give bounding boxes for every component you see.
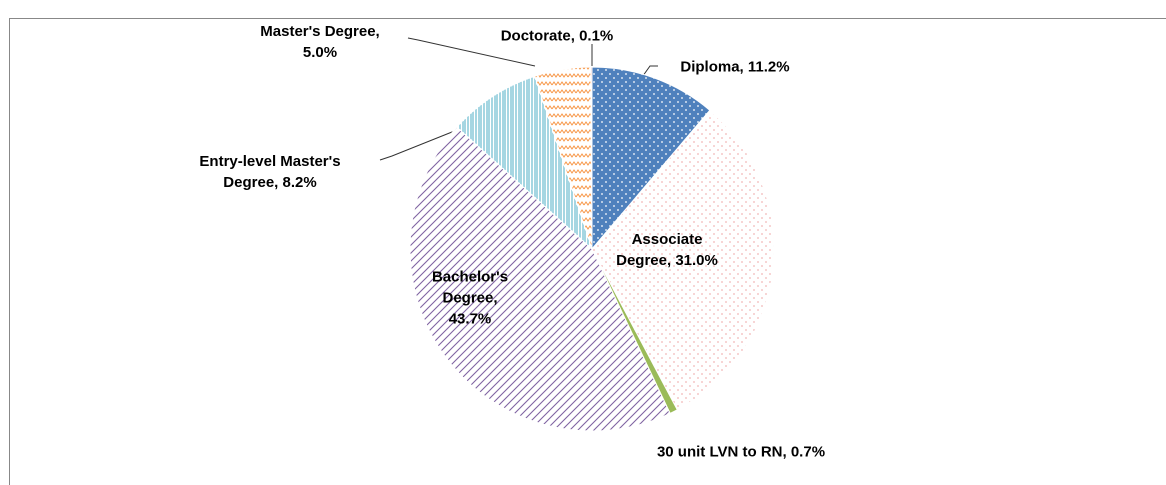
- pie-slice: [591, 66, 711, 251]
- data-label: Bachelor's Degree, 43.7%: [420, 267, 520, 330]
- label-text: Diploma,: [680, 58, 744, 76]
- label-text: Bachelor's Degree,: [431, 268, 509, 307]
- data-label: 30 unit LVN to RN, 0.7%: [656, 442, 826, 463]
- label-text: 0.7%: [790, 443, 826, 461]
- data-label: Entry-level Master's Degree, 8.2%: [170, 151, 370, 193]
- pie-slice: [590, 66, 593, 250]
- label-text: Doctorate,: [500, 27, 575, 45]
- label-text: Entry-level Master's Degree,: [199, 153, 341, 191]
- label-text: Associate Degree,: [616, 231, 703, 269]
- label-text: Master's Degree,: [260, 23, 380, 40]
- label-text: 11.2%: [747, 58, 790, 76]
- label-text: 0.1%: [579, 27, 614, 45]
- leader-line: [379, 127, 463, 161]
- data-label: Master's Degree, 5.0%: [245, 21, 395, 63]
- data-label: Associate Degree, 31.0%: [612, 229, 722, 271]
- data-label: Diploma, 11.2%: [650, 57, 820, 78]
- pie-slice: [409, 126, 671, 432]
- data-label: Doctorate, 0.1%: [472, 26, 642, 47]
- pie-slice: [456, 75, 594, 251]
- label-text: 8.2%: [282, 174, 317, 191]
- label-text: 30 unit LVN to RN,: [656, 443, 787, 461]
- label-text: 43.7%: [448, 310, 492, 328]
- pie-slice: [591, 109, 775, 411]
- leader-line: [407, 37, 536, 67]
- label-text: 31.0%: [675, 252, 718, 269]
- label-text: 5.0%: [302, 44, 338, 61]
